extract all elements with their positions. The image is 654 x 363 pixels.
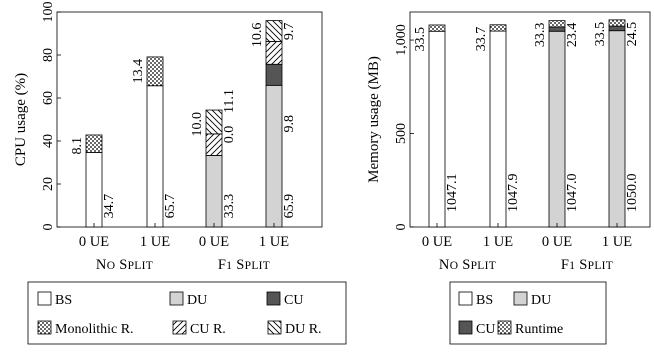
legend-swatch-cu [266, 291, 281, 306]
bar-cu-2 [548, 26, 566, 32]
bar-cu-3 [608, 25, 626, 32]
x-category-label: 0 UE [542, 234, 572, 250]
x-category-label: 1 UE [259, 234, 289, 250]
y-tick-label: 0 [394, 224, 409, 231]
legend-label-bs: BS [476, 293, 493, 308]
bar-cu-r-2 [205, 133, 223, 156]
legend-box [449, 281, 607, 345]
y-tick-label: 20 [41, 177, 56, 191]
bar-cu-3 [265, 63, 283, 86]
legend-label-cu-r: CU R. [190, 322, 226, 337]
x-group-label: NO SPLIT [439, 257, 496, 273]
bar-monolithic-r-1 [146, 56, 164, 87]
bar-runtime-2 [548, 20, 566, 28]
bar-bs-0 [85, 151, 103, 228]
bar-du-r-3 [265, 20, 283, 42]
bar-du-r-2 [205, 109, 223, 135]
legend-swatch-bs [37, 291, 52, 306]
y-tick-label: 80 [41, 48, 56, 62]
legend-label-du: DU [187, 293, 207, 308]
bar-du-2 [205, 155, 223, 228]
data-label: 33.5 [593, 22, 608, 46]
data-label: 1047.9 [506, 174, 521, 213]
data-label: 10.0 [190, 112, 205, 137]
bar-bs-0 [428, 30, 446, 228]
data-label: 0.0 [222, 126, 237, 144]
y-tick-label: 500 [394, 123, 409, 144]
bar-du-3 [608, 30, 626, 228]
data-label: 23.4 [565, 23, 580, 48]
legend-label-bs: BS [55, 293, 72, 308]
data-label: 34.7 [102, 194, 117, 219]
y-tick-label: 0 [41, 224, 56, 231]
bar-runtime-0 [428, 24, 446, 32]
data-label: 33.3 [533, 23, 548, 48]
plot-frame [56, 11, 323, 228]
data-label: 65.7 [163, 194, 178, 219]
memory-usage-chart: 0 500 1,000 Memory usage (MB) 0 UE 1047.1 33.5… [366, 11, 651, 273]
bar-runtime-3 [608, 19, 626, 27]
legend-swatch-du-r [267, 320, 282, 335]
bar-monolithic-r-0 [85, 134, 103, 153]
y-tick-label: 40 [41, 134, 56, 148]
legend-swatch-du [513, 291, 528, 306]
data-label: 10.6 [250, 23, 265, 47]
y-tick-label: 60 [41, 91, 56, 105]
plot-frame [409, 11, 651, 228]
data-label: 11.1 [222, 89, 237, 113]
y-tick-label: 100 [41, 2, 56, 23]
x-category-label: 1 UE [140, 234, 170, 250]
data-label: 24.5 [625, 22, 640, 46]
data-label: 1050.0 [625, 174, 640, 213]
x-group-label: F1 SPLIT [561, 257, 613, 273]
legend-label-cu: CU [476, 322, 495, 337]
legend-label-cu: CU [284, 293, 303, 308]
legend-label-du: DU [531, 293, 551, 308]
bar-bs-1 [146, 85, 164, 228]
legend-label-monolithic-r: Monolithic R. [55, 322, 134, 337]
data-label: 33.3 [222, 194, 237, 219]
data-label: 33.7 [474, 27, 489, 52]
data-label: 1047.0 [565, 174, 580, 213]
bar-cu-r-3 [265, 41, 283, 65]
x-group-label: F1 SPLIT [218, 257, 270, 273]
legend-swatch-du [169, 291, 184, 306]
cpu-legend: BS DU CU Monolithic R. CU R. DU R. [27, 281, 347, 345]
data-label: 9.7 [282, 23, 297, 40]
x-category-label: 0 UE [199, 234, 229, 250]
x-category-label: 1 UE [602, 234, 632, 250]
cpu-usage-chart: 0 20 40 60 80 100 CPU usage (%) 0 UE 34.7 8.1 1 UE… [13, 2, 323, 273]
bar-du-3 [265, 84, 283, 228]
legend-box [27, 281, 347, 345]
y-axis-title: Memory usage (MB) [366, 56, 382, 183]
data-label: 1047.1 [445, 174, 460, 213]
x-category-label: 0 UE [79, 234, 109, 250]
legend-swatch-runtime [497, 320, 512, 335]
y-axis-title: CPU usage (%) [13, 73, 29, 166]
x-group-label: NO SPLIT [96, 257, 153, 273]
memory-legend: BS DU CU Runtime [449, 281, 607, 345]
legend-label-runtime: Runtime [515, 322, 563, 337]
y-tick-label: 1,000 [394, 24, 409, 56]
data-label: 8.1 [70, 137, 85, 155]
legend-label-du-r: DU R. [285, 322, 322, 337]
data-label: 65.9 [282, 194, 297, 219]
legend-swatch-cu-r [172, 320, 187, 335]
bar-du-2 [548, 30, 566, 228]
bar-bs-1 [489, 30, 507, 228]
data-label: 13.4 [131, 59, 146, 83]
data-label: 33.5 [413, 27, 428, 52]
legend-swatch-monolithic-r [37, 320, 52, 335]
x-category-label: 1 UE [483, 234, 513, 250]
legend-swatch-bs [458, 291, 473, 306]
legend-swatch-cu [458, 320, 473, 335]
data-label: 9.8 [282, 115, 297, 133]
x-category-label: 0 UE [422, 234, 452, 250]
bar-runtime-1 [489, 24, 507, 32]
